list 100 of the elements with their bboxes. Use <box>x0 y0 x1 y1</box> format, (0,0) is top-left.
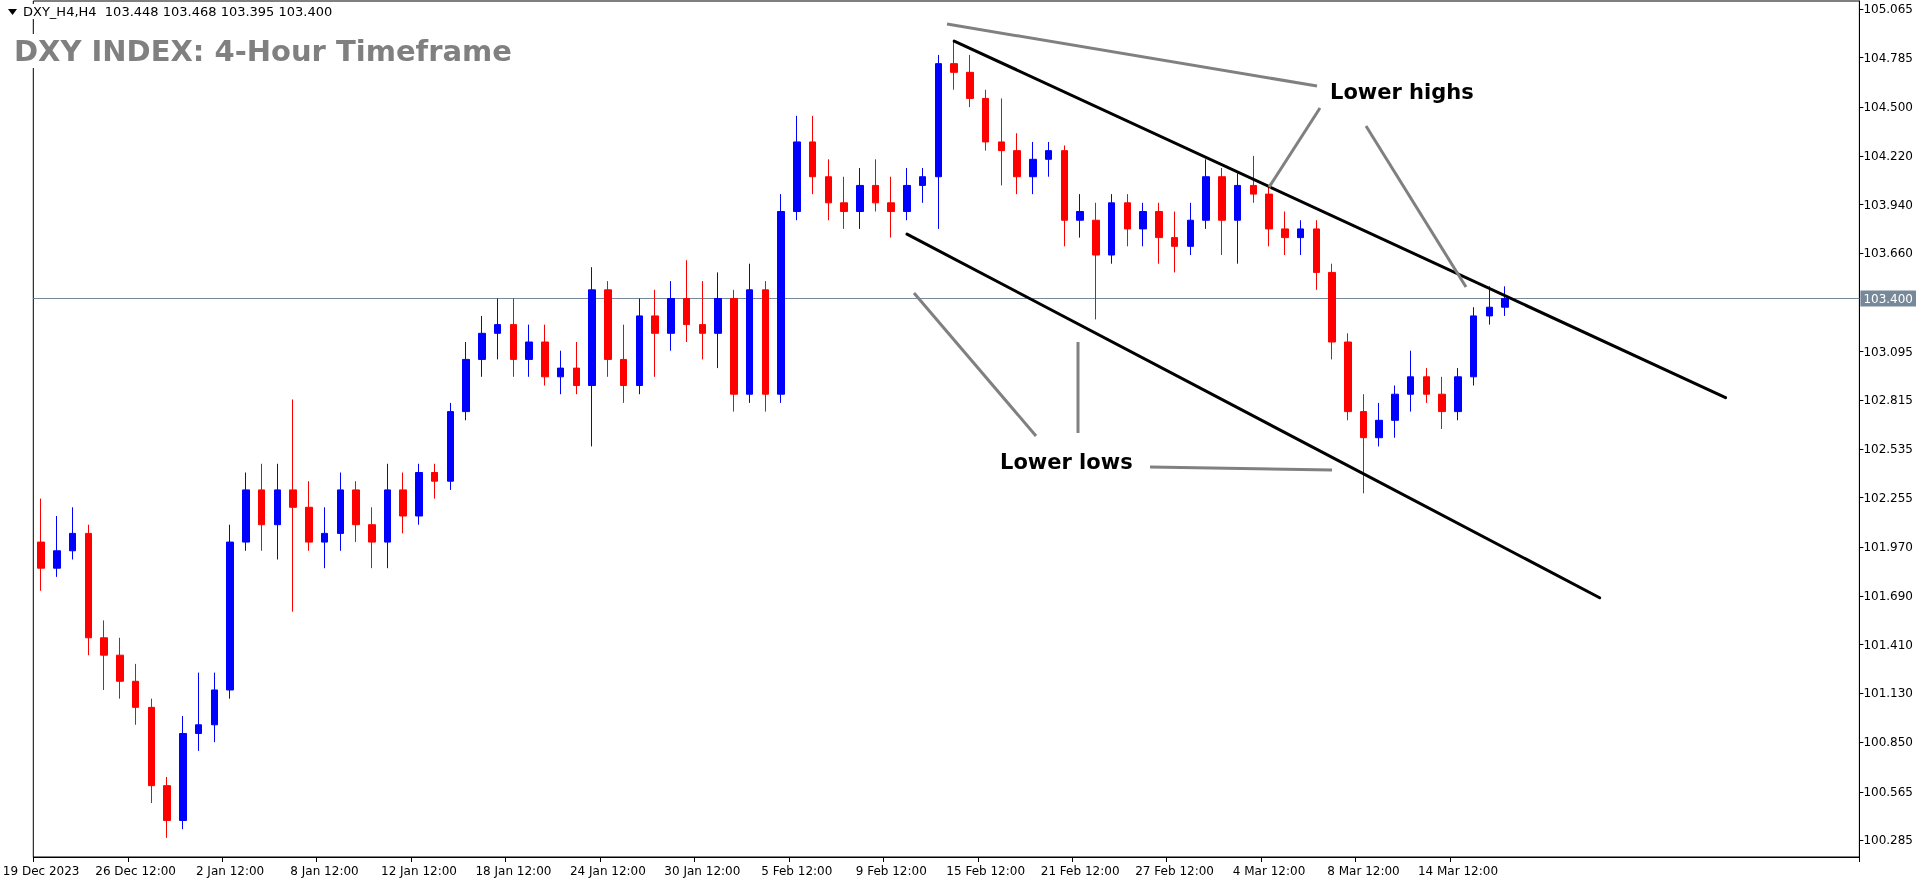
candlestick <box>258 463 265 552</box>
candlestick <box>116 637 124 700</box>
y-tick-label: 104.785 <box>1863 50 1913 65</box>
candlestick <box>37 498 45 592</box>
candlestick <box>1344 332 1352 421</box>
candlestick <box>195 672 202 752</box>
candlestick <box>179 715 187 830</box>
candlestick <box>1470 306 1477 386</box>
candlestick <box>935 54 942 230</box>
candlestick <box>840 176 848 230</box>
candlestick <box>132 663 139 726</box>
y-tick-label: 101.410 <box>1863 637 1913 652</box>
candlestick <box>1045 141 1052 178</box>
candlestick <box>1029 141 1037 195</box>
candlestick <box>447 402 454 491</box>
candlestick <box>966 54 974 108</box>
y-tick-label: 100.565 <box>1863 784 1913 799</box>
candlestick <box>730 289 738 413</box>
candlestick <box>1013 132 1021 195</box>
x-tick-label: 8 Jan 12:00 <box>290 864 359 878</box>
candlestick <box>887 176 895 239</box>
candlestick <box>620 324 627 404</box>
candlestick <box>573 341 580 395</box>
candlestick <box>1139 202 1147 247</box>
candlestick <box>431 463 438 500</box>
candlestick <box>998 97 1005 186</box>
x-tick-label: 9 Feb 12:00 <box>855 864 927 878</box>
x-tick-label: 15 Feb 12:00 <box>946 864 1026 878</box>
candlestick <box>1407 350 1414 413</box>
candlestick <box>399 472 407 534</box>
candlestick <box>1061 144 1068 247</box>
y-tick-label: 100.285 <box>1863 833 1913 848</box>
candlestick <box>337 472 344 552</box>
text: DXY INDEX: 4-Hour Timeframe <box>14 34 512 68</box>
x-tick-label: 19 Dec 2023 <box>2 864 80 878</box>
y-tick-label: 101.130 <box>1863 686 1913 701</box>
candlestick <box>872 158 879 213</box>
candlestick <box>746 263 753 404</box>
candlestick <box>1281 211 1289 256</box>
x-tick-label: 24 Jan 12:00 <box>569 864 646 878</box>
candlestick <box>1218 167 1226 256</box>
y-tick-label: 101.690 <box>1863 589 1913 604</box>
x-tick-label: 14 Mar 12:00 <box>1417 864 1499 878</box>
candlestick <box>1202 158 1210 230</box>
y-tick-label: 104.220 <box>1863 148 1913 163</box>
x-tick-label: 27 Feb 12:00 <box>1135 864 1214 878</box>
candlestick <box>541 324 549 386</box>
y-tick-label: 103.095 <box>1863 344 1913 359</box>
candlestick <box>53 515 61 578</box>
candlestick <box>384 463 391 569</box>
chart-subtitle: DXY_H4,H4 103.448 103.468 103.395 103.400 <box>23 4 333 19</box>
candlestick <box>919 167 926 204</box>
x-tick-label: 2 Jan 12:00 <box>195 864 265 878</box>
y-tick-label: 102.535 <box>1863 442 1913 457</box>
candlestick <box>667 280 675 352</box>
candlestick <box>793 115 801 221</box>
candlestick <box>1375 402 1383 447</box>
candlestick <box>1454 367 1462 421</box>
candlestick <box>289 398 297 613</box>
candlestick <box>100 619 108 691</box>
candlestick <box>777 193 785 404</box>
candlestick <box>1501 285 1509 317</box>
y-tick-label: 104.500 <box>1863 100 1913 115</box>
candlestick <box>825 158 832 221</box>
candlestick <box>809 115 816 195</box>
x-tick-label: 18 Jan 12:00 <box>475 864 552 878</box>
candlestick <box>982 89 989 152</box>
x-tick-label: 8 Mar 12:00 <box>1327 864 1400 878</box>
candlestick <box>651 289 659 378</box>
y-tick-label: 101.970 <box>1863 540 1913 555</box>
candlestick <box>211 672 218 743</box>
candlestick <box>1108 193 1115 265</box>
candlestick <box>636 298 643 395</box>
annotation: Lower highs <box>1330 80 1474 104</box>
x-tick-label: 26 Dec 12:00 <box>95 864 176 878</box>
candlestick <box>1328 263 1336 360</box>
candlestick <box>494 298 501 360</box>
x-tick-label: 30 Jan 12:00 <box>664 864 741 878</box>
candlestick <box>148 698 155 804</box>
candlestick <box>1092 202 1100 320</box>
annotation: Lower lows <box>1000 450 1133 474</box>
candlestick <box>588 266 596 447</box>
y-tick-label: 103.940 <box>1863 197 1913 212</box>
candlestick <box>557 350 564 395</box>
y-tick-label: 102.255 <box>1863 490 1913 505</box>
candlestick <box>85 524 92 656</box>
candlestick <box>1187 202 1194 256</box>
candlestick <box>163 776 171 839</box>
candlestick <box>462 341 470 421</box>
y-tick-label: 100.850 <box>1863 735 1913 750</box>
candlestick <box>321 506 328 569</box>
x-tick-label: 4 Mar 12:00 <box>1232 864 1306 878</box>
y-tick-label: 105.065 <box>1863 1 1913 16</box>
candlestick <box>1155 202 1163 265</box>
candlestick <box>1250 155 1257 204</box>
candlestick <box>1124 193 1131 247</box>
x-tick-label: 5 Feb 12:00 <box>761 864 833 878</box>
candlestick <box>699 280 706 360</box>
y-tick-label: 103.660 <box>1863 246 1913 261</box>
candlestick <box>478 315 486 378</box>
